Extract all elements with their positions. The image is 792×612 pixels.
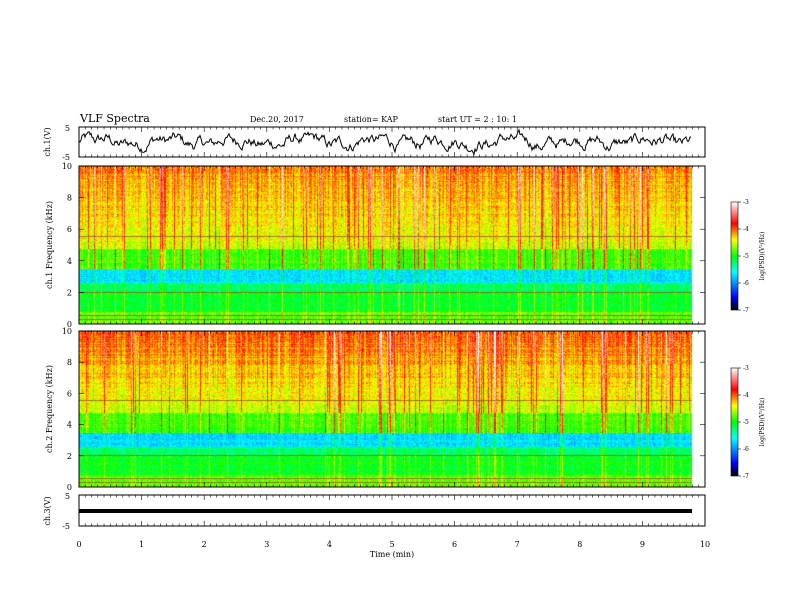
- start-ut-label: start UT = 2 : 10: 1: [438, 115, 517, 124]
- ch2-colorbar-tick-label: -7: [743, 473, 749, 480]
- x-tick-label: 4: [327, 540, 332, 549]
- ch1-ytick-bottom: -5: [62, 153, 70, 162]
- ch2-ytick-label: 2: [67, 452, 72, 461]
- ch2-colorbar-label: log(PSD)(V²/Hz): [759, 398, 766, 447]
- x-tick-label: 1: [139, 540, 144, 549]
- x-tick-label: 7: [515, 540, 520, 549]
- figure-title: VLF Spectra: [79, 112, 150, 125]
- ch2-freq-ylabel: ch.2 Frequency (kHz): [45, 365, 54, 453]
- ch1-ytick-label: 4: [67, 257, 72, 266]
- ch2-ytick-label: 4: [67, 421, 72, 430]
- x-tick-label: 6: [452, 540, 457, 549]
- x-tick-label: 0: [76, 540, 81, 549]
- ch1-colorbar-tick-label: -7: [743, 307, 749, 314]
- ch1-ytick-label: 0: [67, 320, 72, 329]
- ch3-ylabel: ch.3(V): [43, 496, 52, 525]
- ch1-ytick-label: 6: [67, 225, 72, 234]
- ch1-colorbar-tick-label: -6: [743, 280, 749, 287]
- ch1-ytick-top: 5: [65, 124, 70, 133]
- ch1-spectrogram-image: [79, 166, 705, 324]
- ch1-ylabel: ch.1(V): [43, 127, 52, 156]
- ch2-colorbar-tick-label: -3: [743, 365, 749, 372]
- ch1-ytick-label: 10: [62, 162, 72, 171]
- ch3-ytick-top: 5: [65, 492, 70, 501]
- station-label: station= KAP: [344, 115, 399, 124]
- x-tick-label: 9: [640, 540, 645, 549]
- ch2-colorbar-tick-label: -6: [743, 446, 749, 453]
- ch1-waveform: [79, 128, 691, 156]
- ch2-spectrogram-panel: 0 2 4 6 8 10 ch.2 Frequency (kHz): [45, 327, 706, 492]
- ch1-ytick-label: 8: [67, 194, 72, 203]
- ch2-colorbar-tick-label: -5: [743, 419, 749, 426]
- x-tick-label: 3: [264, 540, 269, 549]
- x-tick-label: 10: [700, 540, 710, 549]
- ch1-freq-ylabel: ch.1 Frequency (kHz): [45, 201, 54, 289]
- ch1-colorbar-tick-label: -3: [743, 199, 749, 206]
- ch2-ytick-label: 0: [67, 483, 72, 492]
- x-tick-label: 8: [577, 540, 582, 549]
- ch2-ytick-label: 8: [67, 358, 72, 367]
- ch1-colorbar-tick-label: -4: [743, 226, 749, 233]
- ch1-voltage-panel: 5 -5 ch.1(V): [43, 124, 706, 162]
- ch2-colorbar: -3 -4 -5 -6 -7 log(PSD)(V²/Hz): [730, 365, 766, 480]
- ch2-colorbar-tick-label: -4: [743, 392, 749, 399]
- ch1-colorbar-label: log(PSD)(V²/Hz): [759, 232, 766, 281]
- ch1-spectrogram-panel: 0 2 4 6 8 10 ch.1 Frequency (kHz): [45, 162, 706, 329]
- x-tick-label: 2: [202, 540, 207, 549]
- ch1-colorbar-tick-label: -5: [743, 253, 749, 260]
- ch2-ytick-label: 10: [62, 327, 72, 336]
- x-tick-label: 5: [389, 540, 394, 549]
- ch3-ytick-bottom: -5: [62, 522, 70, 531]
- ch1-ytick-label: 2: [67, 288, 72, 297]
- ch1-colorbar: -3 -4 -5 -6 -7 log(PSD)(V²/Hz): [730, 199, 766, 314]
- ch2-spectrogram-image: [79, 331, 705, 487]
- x-axis-label: Time (min): [370, 550, 414, 559]
- date-label: Dec.20, 2017: [250, 115, 304, 124]
- ch3-voltage-panel: 5 -5 ch.3(V): [43, 492, 706, 531]
- ch2-ytick-label: 6: [67, 389, 72, 398]
